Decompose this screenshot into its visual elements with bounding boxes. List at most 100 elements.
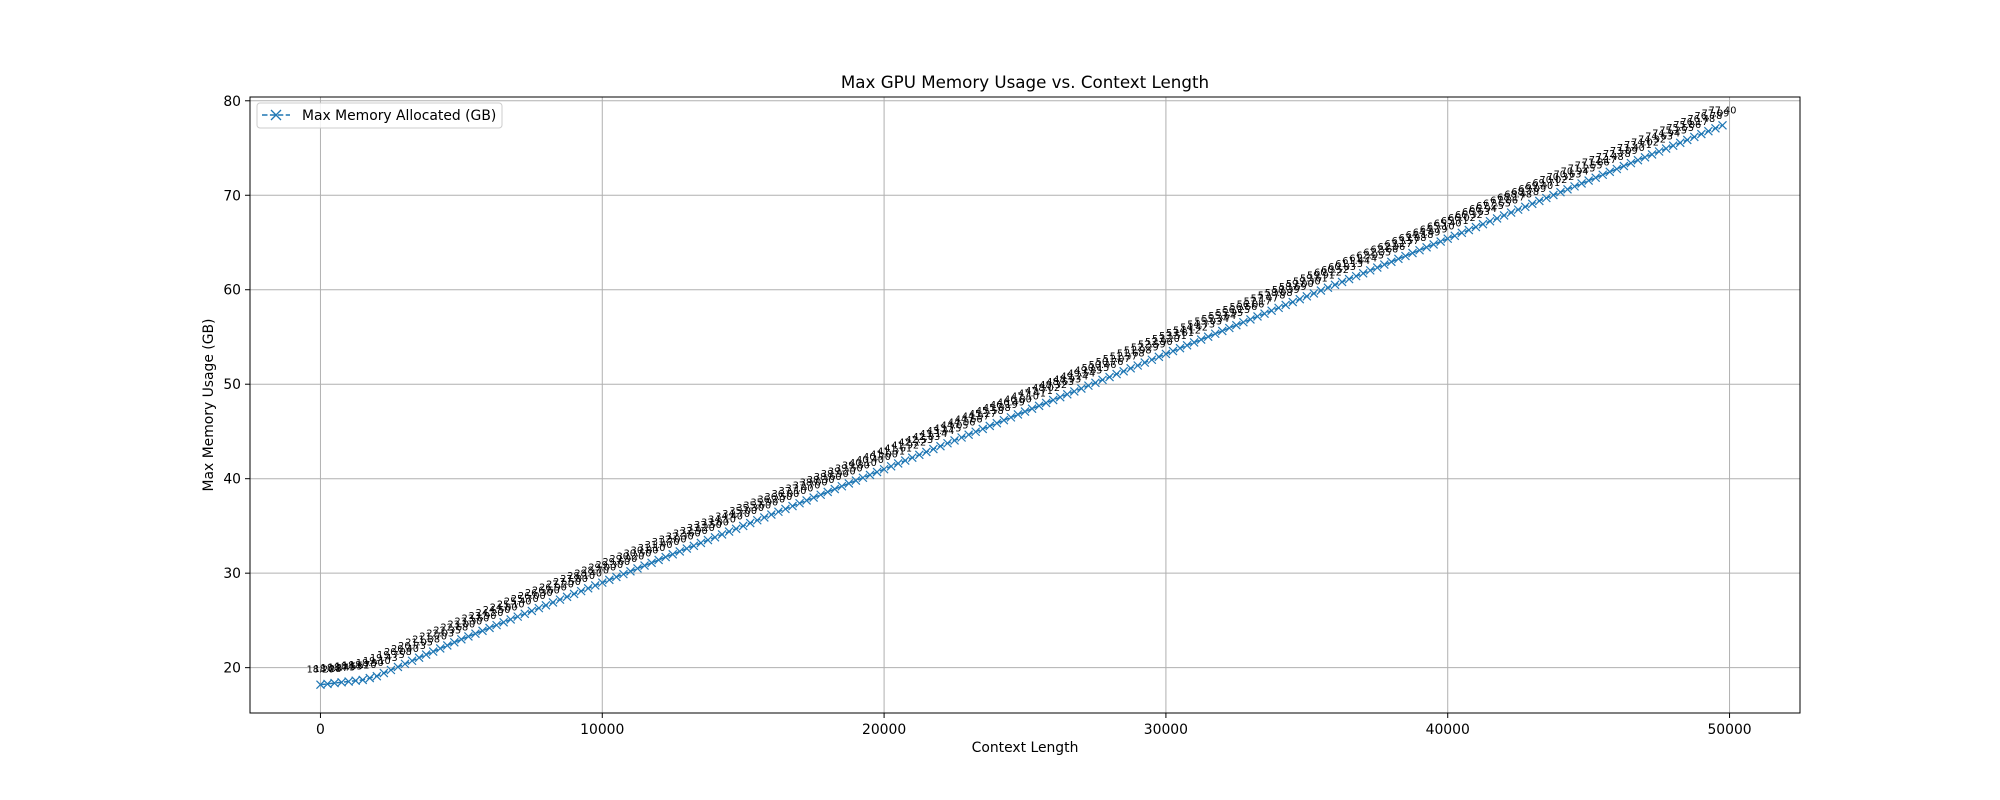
- data-point-marker: [1210, 329, 1220, 339]
- data-point-label: 47.10: [1011, 392, 1039, 403]
- data-point-label: 62.05: [1356, 250, 1384, 261]
- data-point-marker: [971, 427, 981, 437]
- data-point-label: 69.40: [1525, 181, 1553, 192]
- data-point-label: 27.20: [546, 580, 574, 591]
- data-point-label: 55.64: [1208, 311, 1236, 322]
- data-point-label: 40.10: [849, 458, 877, 469]
- data-point-marker: [851, 476, 861, 486]
- data-point-label: 44.66: [955, 415, 983, 426]
- data-point-marker: [999, 415, 1009, 425]
- data-point-marker: [1161, 349, 1171, 359]
- data-point-label: 60.52: [1321, 265, 1349, 276]
- data-point-marker: [463, 632, 473, 641]
- data-point-label: 20.73: [398, 641, 426, 652]
- data-point-marker: [1485, 216, 1495, 226]
- data-point-label: 63.88: [1399, 233, 1427, 244]
- data-point-marker: [781, 504, 790, 514]
- data-point-label: 50.15: [1082, 363, 1110, 374]
- data-point-label: 46.49: [997, 397, 1025, 408]
- data-point-marker: [1703, 126, 1713, 136]
- data-point-label: 51.98: [1124, 346, 1152, 357]
- data-point-label: 59.61: [1300, 273, 1328, 284]
- data-point-label: 74.94: [1652, 129, 1680, 140]
- data-point-marker: [548, 598, 558, 607]
- data-point-label: 51.37: [1110, 351, 1138, 362]
- data-point-label: 76.17: [1680, 117, 1708, 128]
- chart-title: Max GPU Memory Usage vs. Context Length: [841, 72, 1209, 92]
- data-point-marker: [1295, 294, 1305, 304]
- data-point-label: 76.78: [1695, 111, 1723, 122]
- data-point-label: 36.80: [772, 489, 800, 500]
- x-axis-ticks: 0 10000 20000 30000 40000 50000: [316, 713, 1752, 738]
- data-point-label: 19.43: [370, 653, 398, 664]
- data-point-label: 27.80: [560, 574, 588, 585]
- data-point-label: 24.50: [483, 605, 511, 616]
- data-point-marker: [752, 515, 762, 525]
- x-tick-label: 40000: [1426, 722, 1470, 738]
- data-point-marker: [1675, 138, 1685, 148]
- data-point-label: 75.55: [1666, 123, 1694, 134]
- data-point-label: 26.30: [525, 588, 553, 599]
- data-point-marker: [393, 662, 403, 672]
- data-point-label: 62.96: [1377, 242, 1405, 253]
- data-point-label: 37.40: [786, 483, 814, 494]
- y-axis-ticks: 20 30 40 50 60 70 80: [223, 94, 250, 677]
- data-point-marker: [471, 629, 480, 639]
- data-point-label: 56.86: [1237, 299, 1265, 310]
- data-point-marker: [745, 518, 755, 528]
- data-point-label: 48.02: [1032, 383, 1060, 394]
- data-point-marker: [1570, 181, 1579, 191]
- data-point-marker: [1224, 323, 1234, 333]
- data-point-label: 31.40: [645, 540, 673, 551]
- data-point-label: 24.80: [490, 602, 518, 613]
- data-point-marker: [442, 641, 452, 650]
- data-point-marker: [1076, 384, 1086, 393]
- data-point-label: 72.78: [1603, 149, 1631, 160]
- data-point-label: 23.60: [462, 614, 490, 625]
- data-point-label: 57.17: [1244, 296, 1272, 307]
- data-point-label: 69.09: [1518, 184, 1546, 195]
- data-point-marker: [1048, 395, 1058, 405]
- data-point-label: 22.35: [433, 625, 461, 636]
- data-point-marker: [957, 433, 967, 442]
- data-point-marker: [1556, 187, 1565, 197]
- data-point-label: 33.80: [701, 517, 729, 528]
- data-point-marker: [900, 456, 910, 465]
- y-tick-label: 70: [223, 188, 241, 204]
- data-point-marker: [1302, 291, 1312, 301]
- data-point-label: 19.75: [377, 650, 405, 661]
- data-point-label: 50.46: [1089, 360, 1117, 371]
- data-point-marker: [1238, 317, 1248, 327]
- data-point-marker: [351, 676, 361, 686]
- data-point-label: 32.90: [680, 526, 708, 537]
- data-point-label: 65.10: [1427, 222, 1455, 233]
- x-tick-label: 20000: [862, 722, 906, 738]
- data-point-label: 23.90: [469, 611, 497, 622]
- data-point-marker: [1098, 375, 1107, 385]
- data-point-label: 35.00: [729, 506, 757, 517]
- data-point-marker: [604, 575, 614, 585]
- x-tick-label: 30000: [1144, 722, 1188, 738]
- data-point-marker: [1217, 326, 1227, 336]
- data-point-label: 71.86: [1582, 158, 1610, 169]
- data-point-label: 43.44: [927, 426, 955, 437]
- data-point-label: 56.56: [1230, 302, 1258, 313]
- data-point-marker: [1436, 237, 1446, 246]
- data-point-marker: [1267, 306, 1277, 316]
- data-point-label: 48.63: [1046, 377, 1074, 388]
- data-point-marker: [1083, 381, 1093, 391]
- data-point-label: 18.62: [342, 661, 370, 672]
- data-point-label: 28.10: [567, 571, 595, 582]
- data-point-label: 45.58: [976, 406, 1004, 417]
- data-point-label: 29.00: [588, 563, 616, 574]
- x-tick-label: 0: [316, 722, 325, 738]
- data-point-label: 75.25: [1659, 126, 1687, 137]
- data-point-marker: [759, 513, 769, 522]
- data-point-label: 52.90: [1145, 337, 1173, 348]
- data-point-marker: [358, 675, 368, 685]
- data-point-marker: [816, 490, 826, 500]
- data-point-label: 68.78: [1511, 187, 1539, 198]
- data-point-label: 19.10: [363, 656, 391, 667]
